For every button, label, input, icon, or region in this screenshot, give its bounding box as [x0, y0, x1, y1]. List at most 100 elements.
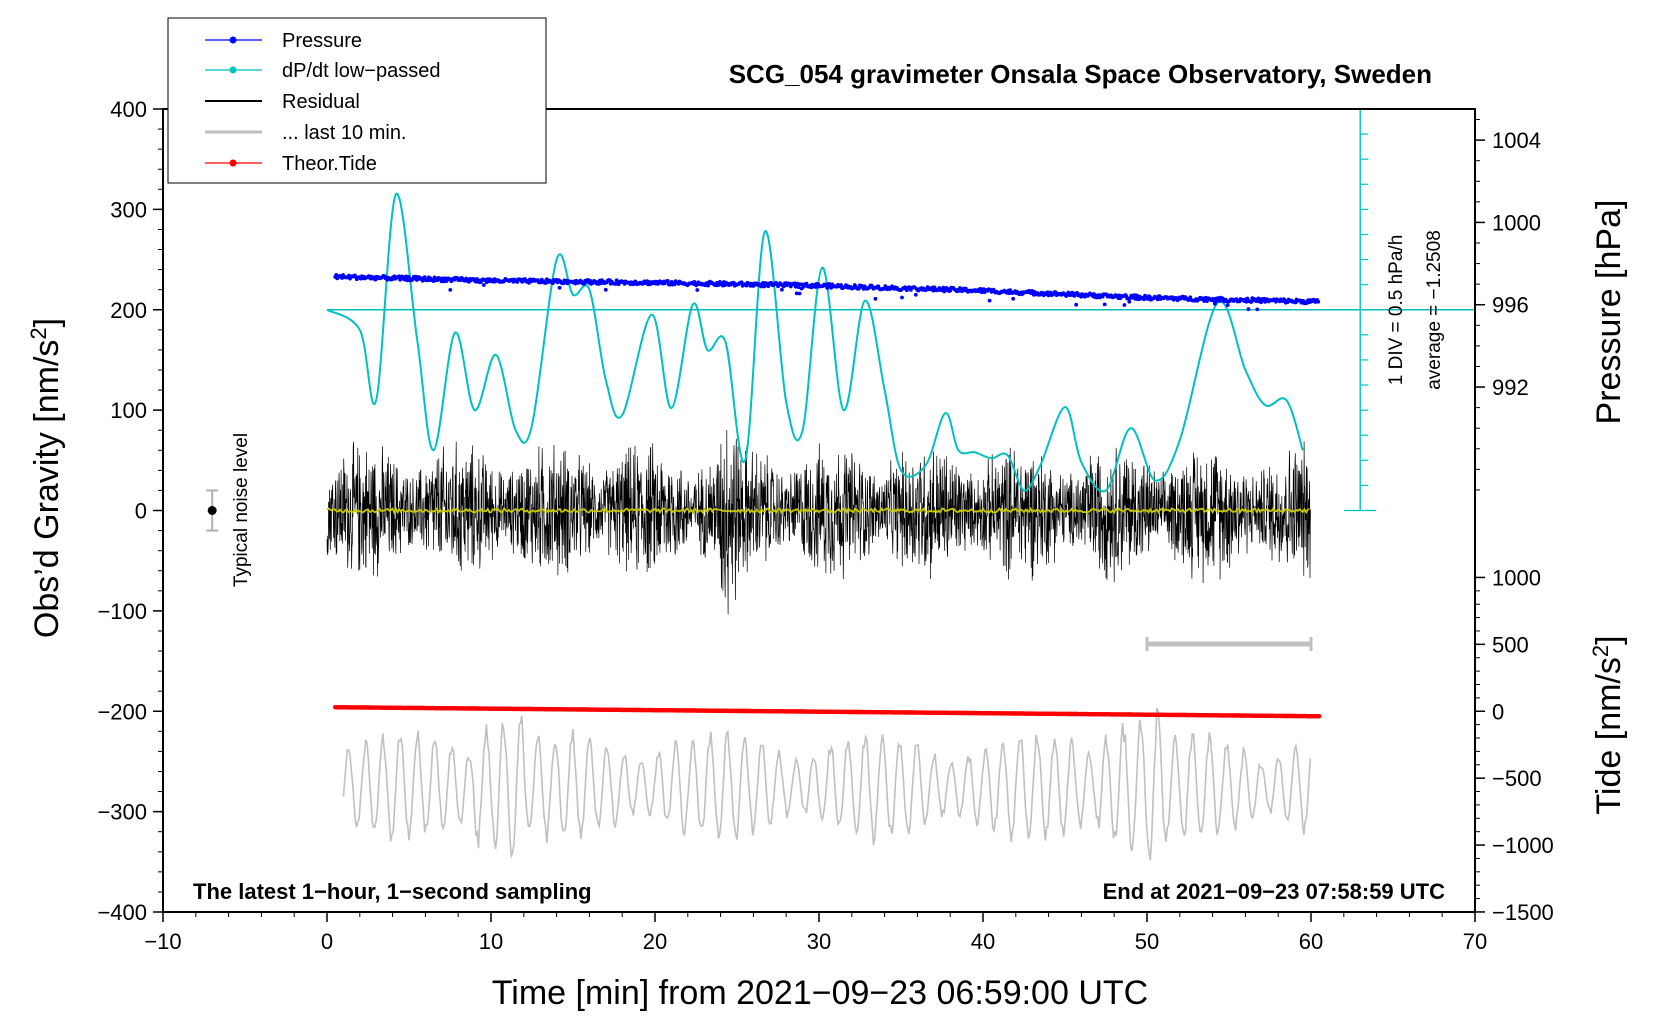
pressure-dot — [795, 281, 800, 286]
legend-marker-tide — [229, 159, 237, 167]
chart-title: SCG_054 gravimeter Onsala Space Observat… — [729, 59, 1432, 89]
tide-tick-label: 1000 — [1492, 565, 1541, 590]
pressure-dot — [1316, 299, 1321, 304]
pressure-dot — [543, 281, 548, 285]
series-dpdt-line — [326, 193, 1304, 493]
pressure-dot — [706, 283, 710, 288]
y-tick-label: 300 — [110, 197, 147, 222]
legend: Pressure dP/dt low−passed Residual ... l… — [167, 17, 547, 184]
y-tick-label: −200 — [97, 699, 147, 724]
x-tick-label: −10 — [144, 929, 181, 954]
corner-label-right: End at 2021−09−23 07:58:59 UTC — [1103, 879, 1446, 904]
series-residual-mean-line — [326, 506, 1310, 515]
pressure-dot — [780, 287, 784, 292]
pressure-dot — [481, 283, 486, 287]
y-axis-title-left-sup: 2 — [26, 327, 51, 339]
corner-label-left: The latest 1−hour, 1−second sampling — [193, 879, 592, 904]
pressure-dot — [839, 283, 843, 287]
x-tick-label: 50 — [1135, 929, 1159, 954]
y-axis-title-left-end: ] — [28, 318, 66, 327]
pressure-dot — [603, 287, 608, 292]
y-axis-title-tide: Tide [nm/s2] — [1588, 635, 1628, 814]
pressure-dot — [1102, 302, 1107, 307]
pressure-dot — [792, 281, 797, 286]
dpdt-average-label: average = −1.2508 — [1424, 230, 1445, 390]
legend-marker-dpdt — [229, 66, 237, 74]
x-tick-label: 40 — [971, 929, 995, 954]
pressure-dot — [900, 295, 904, 300]
pressure-dot — [1245, 296, 1250, 301]
pressure-dot — [1074, 302, 1079, 307]
x-axis-title: Time [min] from 2021−09−23 06:59:00 UTC — [492, 974, 1148, 1012]
pressure-dot — [1246, 307, 1251, 312]
legend-label-tide: Theor.Tide — [282, 153, 377, 175]
tide-tick-label: −1500 — [1492, 900, 1554, 925]
series-last10-line — [342, 707, 1312, 861]
pressure-dot — [987, 298, 992, 303]
pressure-dot — [1155, 297, 1160, 302]
pressure-dot — [665, 279, 670, 283]
tide-tick-label: −1000 — [1492, 833, 1554, 858]
tide-tick-label: 500 — [1492, 632, 1529, 657]
pressure-dot — [527, 281, 531, 285]
y-axis-title-pressure: Pressure [hPa] — [1590, 200, 1628, 425]
pressure-dot — [1122, 303, 1127, 307]
series-pressure-dots — [333, 273, 1321, 312]
noise-level-label: Typical noise level — [231, 433, 252, 587]
legend-item-residual: Residual — [205, 91, 360, 113]
axes-layer: −10 0 10 20 30 40 50 60 70−400−300−200−100010020… — [97, 97, 1553, 954]
pressure-dot — [1011, 296, 1016, 301]
pressure-tick-label: 996 — [1492, 293, 1529, 318]
pressure-dot — [1217, 299, 1222, 303]
pressure-dot — [1213, 301, 1217, 306]
y-axis-title-left-text: Obs’d Gravity [nm/s — [28, 340, 66, 639]
y-tick-label: 0 — [135, 499, 147, 524]
pressure-tick-label: 1004 — [1492, 128, 1541, 153]
pressure-dot — [1225, 303, 1230, 307]
legend-item-dpdt: dP/dt low−passed — [205, 60, 440, 82]
legend-label-last10: ... last 10 min. — [282, 122, 407, 144]
tide-tick-label: −500 — [1492, 766, 1542, 791]
pressure-dot — [405, 278, 409, 283]
pressure-dot — [440, 276, 445, 281]
y-axis-title-tide-text: Tide [nm/s — [1590, 657, 1628, 814]
pressure-dot — [1255, 307, 1260, 312]
pressure-dot — [948, 288, 953, 293]
pressure-dot — [448, 288, 453, 292]
pressure-dot — [913, 292, 918, 297]
series-tide-dots — [333, 705, 1322, 719]
y-axis-title-tide-end: ] — [1590, 635, 1628, 644]
series-layer — [206, 108, 1475, 861]
pressure-dot — [782, 284, 786, 289]
x-tick-label: 70 — [1463, 929, 1487, 954]
x-tick-label: 30 — [807, 929, 831, 954]
y-tick-label: 100 — [110, 398, 147, 423]
pressure-dot — [694, 283, 699, 288]
legend-label-residual: Residual — [282, 91, 360, 113]
pressure-tick-label: 992 — [1492, 375, 1529, 400]
legend-label-dpdt: dP/dt low−passed — [282, 60, 440, 82]
y-tick-label: −400 — [97, 900, 147, 925]
series-residual-line — [326, 429, 1312, 615]
x-tick-label: 60 — [1299, 929, 1323, 954]
pressure-dot — [557, 285, 562, 290]
legend-marker-pressure — [229, 36, 237, 44]
noise-dot — [207, 506, 217, 515]
pressure-tick-label: 1000 — [1492, 210, 1541, 235]
legend-item-tide: Theor.Tide — [205, 153, 377, 175]
pressure-dot — [794, 291, 799, 296]
y-tick-label: −300 — [97, 800, 147, 825]
x-tick-label: 10 — [479, 929, 503, 954]
pressure-dot — [614, 278, 619, 283]
tide-dot — [1317, 714, 1322, 719]
pressure-dot — [796, 285, 801, 290]
pressure-dot — [1053, 290, 1058, 294]
pressure-dot — [1127, 299, 1132, 304]
y-tick-label: −100 — [97, 599, 147, 624]
legend-label-pressure: Pressure — [282, 30, 362, 52]
pressure-dot — [695, 288, 700, 292]
pressure-dot — [873, 296, 878, 301]
legend-item-pressure: Pressure — [205, 30, 362, 52]
legend-item-last10: ... last 10 min. — [205, 122, 407, 144]
